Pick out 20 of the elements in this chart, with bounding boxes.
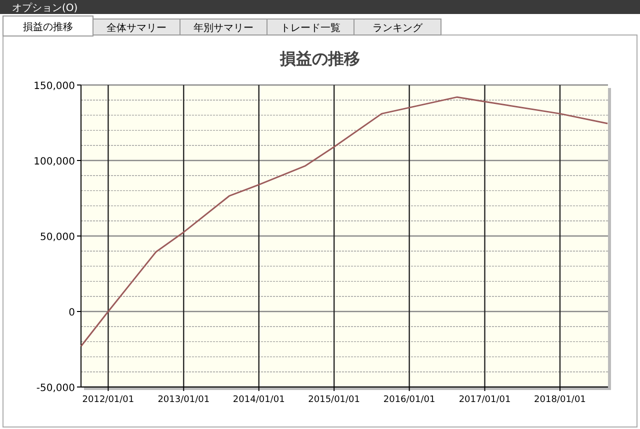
x-tick-label: 2018/01/01	[534, 395, 586, 405]
x-tick-label: 2014/01/01	[232, 395, 285, 405]
y-tick-label: 100,000	[34, 156, 75, 168]
text: ランキング	[372, 23, 424, 34]
y-tick-label: 0	[68, 308, 75, 318]
x-tick-label: 2012/01/01	[82, 395, 134, 405]
text: トレード一覧	[280, 23, 340, 34]
y-tick-label: 50,000	[40, 232, 75, 243]
text: 年別サマリー	[194, 22, 254, 34]
x-tick-label: 2017/01/01	[458, 395, 511, 405]
text: 損益の推移	[23, 21, 73, 33]
text: 全体サマリー	[106, 22, 166, 34]
y-tick-label: 150,000	[34, 81, 75, 92]
x-tick-label: 2015/01/01	[308, 395, 360, 405]
chart-title: 損益の推移	[279, 49, 360, 68]
x-tick-label: 2016/01/01	[383, 395, 436, 405]
line-series	[80, 96, 608, 347]
y-tick-label: -50,000	[36, 383, 75, 394]
text: オプション(O)	[12, 2, 78, 14]
x-tick-label: 2013/01/01	[158, 395, 210, 405]
